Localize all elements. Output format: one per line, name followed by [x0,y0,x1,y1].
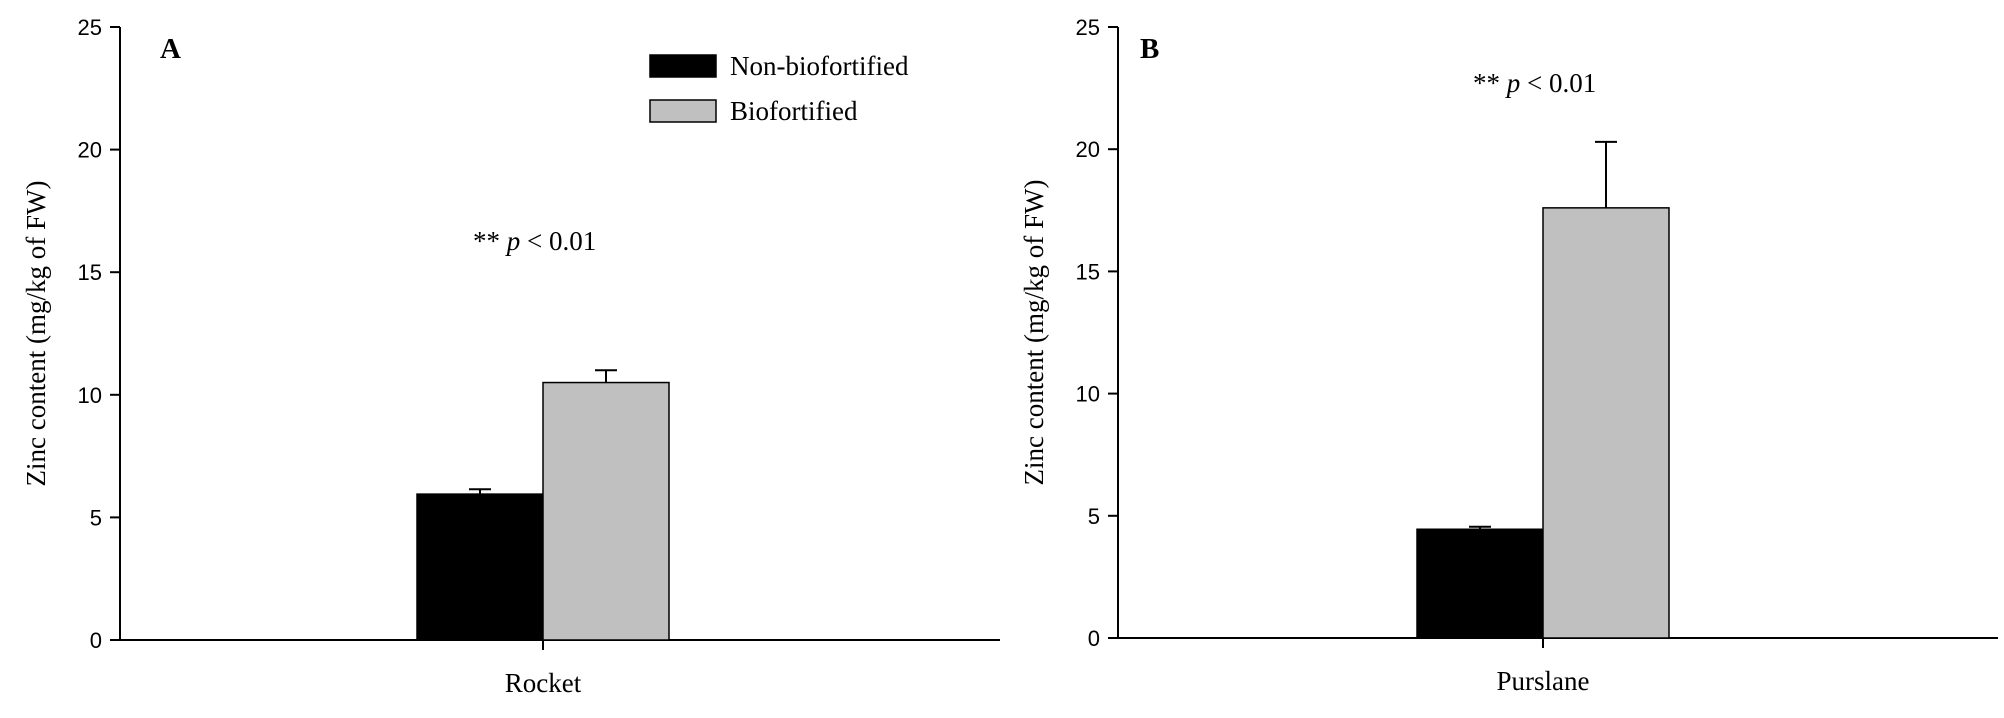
legend-swatch-biofortified [649,99,717,123]
significance-stars: ** [473,226,507,256]
y-tick-label: 5 [1088,504,1100,529]
y-tick-label: 15 [78,260,102,285]
panel-label: A [160,33,181,65]
legend-label: Biofortified [730,96,858,126]
bar-biofortified [1542,207,1670,639]
y-tick-label: 0 [1088,626,1100,651]
chart-panel-b: 0 5 10 15 20 25 Zinc content (mg/kg of FW) Purs… [1019,15,1998,696]
y-tick-label: 20 [1076,137,1100,162]
significance-p-symbol: p [1505,68,1521,98]
y-tick-label: 5 [90,505,102,530]
y-tick-label: 20 [78,138,102,163]
x-tick-label: Rocket [505,668,582,698]
significance-stars: ** [1473,68,1507,98]
bar-biofortified [542,381,670,641]
legend-label: Non-biofortified [730,51,909,81]
bar-non-biofortified [416,493,544,641]
panel-label: B [1140,33,1159,65]
x-tick-label: Purslane [1497,666,1590,696]
y-tick-label: 10 [78,383,102,408]
significance-threshold: < 0.01 [520,226,596,256]
y-tick-label: 25 [78,15,102,40]
significance-annotation: ** p < 0.01 [473,226,596,256]
y-tick-label: 10 [1076,382,1100,407]
significance-threshold: < 0.01 [1520,68,1596,98]
bar-non-biofortified [1416,528,1544,639]
legend: Non-biofortified Biofortified [649,51,909,126]
significance-p-symbol: p [505,226,521,256]
chart-panel-a: 0 5 10 15 20 25 Zinc content (mg/kg of FW) Rock… [21,15,1000,698]
legend-swatch-non-biofortified [649,54,717,78]
y-tick-label: 15 [1076,259,1100,284]
y-tick-label: 0 [90,628,102,653]
y-axis-title: Zinc content (mg/kg of FW) [1019,180,1049,486]
y-tick-label: 25 [1076,15,1100,40]
significance-annotation: ** p < 0.01 [1473,68,1596,98]
y-axis-title: Zinc content (mg/kg of FW) [21,181,51,487]
